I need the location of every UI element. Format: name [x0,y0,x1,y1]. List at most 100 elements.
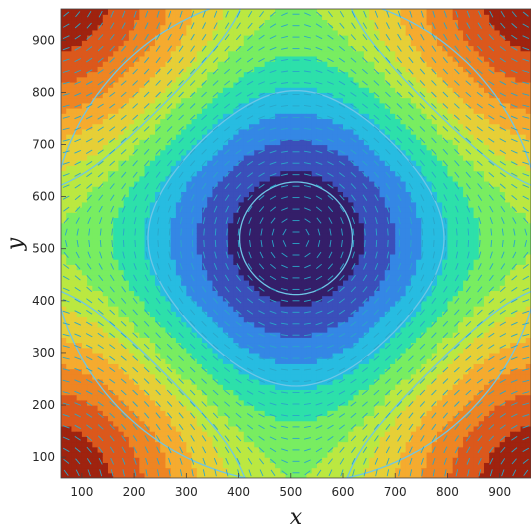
heatmap-cell [66,154,73,161]
heatmap-cell [269,123,276,130]
heatmap-cell [66,81,73,88]
heatmap-cell [254,451,261,458]
heatmap-cell [222,102,229,109]
heatmap-cell [113,285,120,291]
heatmap-cell [149,19,156,26]
heatmap-cell [285,358,292,364]
heatmap-cell [202,50,208,57]
heatmap-cell [254,467,261,474]
heatmap-cell [348,238,355,245]
heatmap-cell [155,347,161,354]
heatmap-cell [61,373,67,380]
heatmap-cell [191,446,198,453]
heatmap-cell [118,451,125,458]
heatmap-cell [212,170,219,177]
heatmap-cell [290,113,297,120]
heatmap-cell [108,441,114,448]
heatmap-cell [123,55,130,62]
heatmap-cell [332,446,339,453]
heatmap-cell [149,71,156,78]
heatmap-cell [343,446,349,453]
heatmap-cell [196,279,203,286]
heatmap-cell [113,389,120,396]
heatmap-cell [332,264,339,271]
heatmap-cell [222,180,229,187]
heatmap-cell [186,290,193,297]
heatmap-cell [128,81,135,88]
heatmap-cell [249,35,255,41]
heatmap-cell [322,186,328,192]
heatmap-cell [228,191,234,198]
heatmap-cell [285,342,292,349]
heatmap-cell [327,300,334,307]
heatmap-cell [149,410,156,417]
heatmap-cell [259,222,266,229]
heatmap-cell [269,467,276,474]
heatmap-cell [275,279,281,286]
heatmap-cell [243,87,250,93]
heatmap-cell [181,373,187,380]
heatmap-cell [311,290,318,297]
heatmap-cell [238,259,245,265]
heatmap-cell [155,415,161,422]
heatmap-cell [186,352,193,359]
heatmap-cell [327,337,334,344]
heatmap-cell [322,394,328,401]
heatmap-cell [113,373,120,380]
heatmap-cell [196,97,203,104]
heatmap-cell [290,431,297,437]
heatmap-cell [139,342,146,349]
heatmap-cell [87,123,93,130]
heatmap-cell [113,384,120,391]
heatmap-cell [123,238,130,245]
heatmap-cell [296,259,302,265]
heatmap-cell [202,389,208,396]
heatmap-cell [170,311,177,318]
heatmap-cell [113,264,120,271]
heatmap-cell [170,285,177,291]
heatmap-cell [296,363,302,370]
heatmap-cell [149,9,156,15]
heatmap-cell [191,24,198,31]
heatmap-cell [118,425,125,432]
heatmap-cell [228,248,234,255]
heatmap-cell [207,420,214,427]
heatmap-cell [228,457,234,463]
heatmap-cell [228,19,234,26]
heatmap-cell [134,222,140,229]
heatmap-cell [337,40,344,47]
heatmap-cell [71,326,78,333]
heatmap-cell [71,306,78,312]
heatmap-cell [92,248,99,255]
heatmap-cell [296,71,302,78]
heatmap-cell [160,436,167,443]
heatmap-cell [155,248,161,255]
heatmap-cell [249,71,255,78]
heatmap-cell [66,446,73,453]
heatmap-cell [275,420,281,427]
heatmap-cell [149,457,156,463]
heatmap-cell [102,347,109,354]
heatmap-cell [290,467,297,474]
heatmap-cell [186,269,193,276]
heatmap-cell [97,108,104,114]
heatmap-cell [175,342,182,349]
heatmap-cell [285,212,292,219]
heatmap-cell [155,326,161,333]
heatmap-cell [275,175,281,182]
heatmap-cell [175,144,182,151]
heatmap-cell [275,66,281,73]
heatmap-cell [202,279,208,286]
heatmap-cell [264,170,271,177]
heatmap-cell [280,149,287,156]
heatmap-cell [134,186,140,192]
heatmap-cell [165,9,172,15]
heatmap-cell [243,295,250,302]
heatmap-cell [139,368,146,375]
heatmap-cell [175,436,182,443]
heatmap-cell [123,14,130,21]
heatmap-cell [102,165,109,172]
heatmap-cell [76,76,83,83]
heatmap-cell [71,337,78,344]
heatmap-cell [243,425,250,432]
